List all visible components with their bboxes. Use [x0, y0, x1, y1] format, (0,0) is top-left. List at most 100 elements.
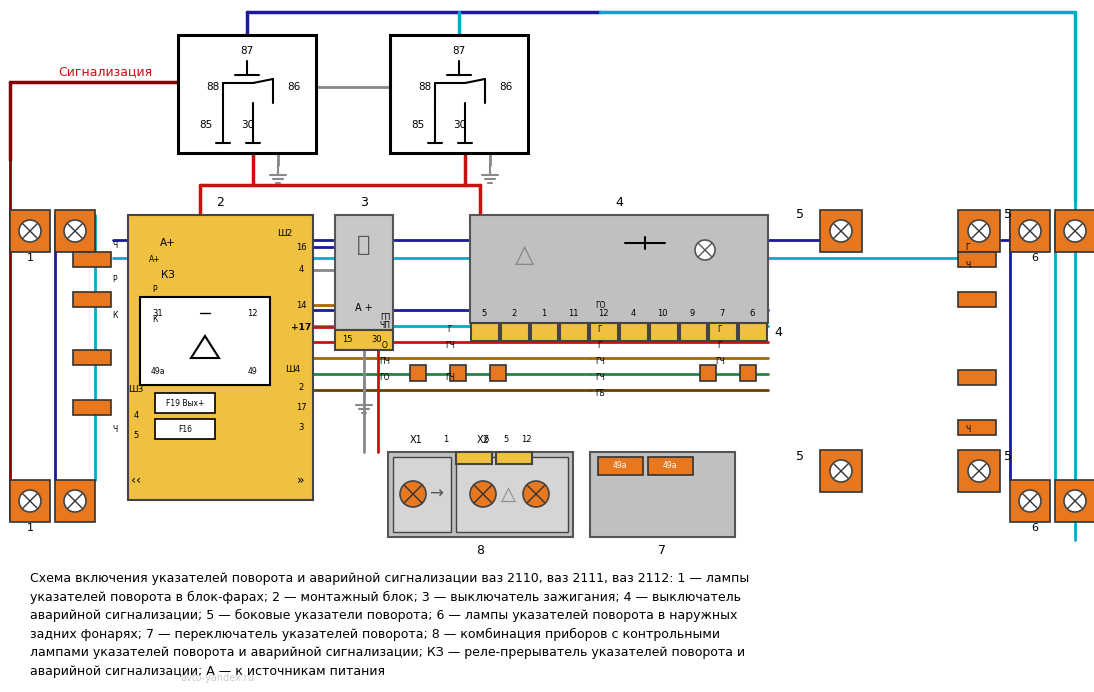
Text: ЧП: ЧП: [380, 322, 391, 331]
Text: 30: 30: [372, 336, 382, 345]
Bar: [389, 35, 528, 153]
Text: Р: Р: [113, 275, 117, 284]
Circle shape: [19, 490, 40, 512]
Text: А+: А+: [149, 255, 161, 264]
Circle shape: [1019, 220, 1041, 242]
Text: 16: 16: [295, 242, 306, 251]
Text: 49а: 49а: [613, 462, 627, 471]
Bar: [73, 400, 110, 415]
Circle shape: [400, 481, 426, 507]
Text: 31: 31: [153, 309, 163, 318]
Text: Г: Г: [447, 325, 452, 334]
Bar: [496, 452, 532, 464]
Text: ⚿: ⚿: [358, 235, 371, 255]
Text: →: →: [429, 485, 443, 503]
Circle shape: [830, 460, 852, 482]
Bar: [650, 323, 677, 341]
Text: 49а: 49а: [663, 462, 677, 471]
Bar: [470, 215, 768, 323]
Bar: [958, 292, 996, 307]
Circle shape: [968, 460, 990, 482]
Text: 3: 3: [360, 197, 368, 210]
Circle shape: [1064, 220, 1086, 242]
Text: +17: +17: [291, 322, 311, 331]
Circle shape: [695, 240, 715, 260]
Text: F19 Вых+: F19 Вых+: [166, 399, 205, 408]
Bar: [501, 323, 528, 341]
Text: 17: 17: [295, 403, 306, 412]
Text: ГО: ГО: [595, 300, 605, 309]
Text: 85: 85: [411, 120, 424, 130]
Text: »: »: [298, 473, 305, 486]
Bar: [679, 323, 708, 341]
Text: 2: 2: [216, 197, 224, 210]
Bar: [55, 210, 95, 252]
Text: 5: 5: [796, 208, 804, 221]
Text: X1: X1: [409, 435, 422, 445]
Circle shape: [65, 490, 86, 512]
Text: avto-yandex.ru: avto-yandex.ru: [181, 673, 254, 683]
Text: 5: 5: [481, 309, 487, 318]
Circle shape: [968, 220, 990, 242]
Text: 49: 49: [247, 367, 257, 376]
Text: 6: 6: [484, 435, 489, 444]
Text: 9: 9: [690, 309, 695, 318]
Text: 12: 12: [598, 309, 608, 318]
Bar: [958, 420, 996, 435]
Text: 6: 6: [749, 309, 755, 318]
Bar: [140, 297, 270, 385]
Text: К: К: [113, 311, 118, 320]
Bar: [590, 323, 618, 341]
Bar: [1010, 210, 1050, 252]
Circle shape: [523, 481, 549, 507]
Text: 85: 85: [199, 120, 212, 130]
Circle shape: [1064, 490, 1086, 512]
Text: 4: 4: [630, 309, 636, 318]
Text: 1: 1: [26, 253, 34, 263]
Text: Г: Г: [597, 325, 603, 334]
Text: △: △: [500, 484, 515, 504]
Bar: [958, 210, 1000, 252]
Text: 4: 4: [299, 266, 304, 275]
Bar: [10, 210, 50, 252]
Text: ПЧ: ПЧ: [380, 358, 391, 367]
Bar: [531, 323, 558, 341]
Text: 8: 8: [476, 545, 484, 558]
Bar: [740, 323, 767, 341]
Bar: [490, 365, 507, 381]
Bar: [820, 450, 862, 492]
Bar: [450, 365, 466, 381]
Text: Р: Р: [153, 286, 158, 295]
Text: 5: 5: [1004, 208, 1012, 221]
Text: 5: 5: [133, 430, 139, 439]
Text: 12: 12: [247, 309, 257, 318]
Circle shape: [830, 220, 852, 242]
Circle shape: [470, 481, 496, 507]
Bar: [709, 323, 737, 341]
Circle shape: [65, 220, 86, 242]
Text: 86: 86: [288, 82, 301, 92]
Bar: [958, 252, 996, 267]
Text: ГБ: ГБ: [595, 390, 605, 399]
Text: ‹‹: ‹‹: [131, 473, 141, 486]
Bar: [1055, 210, 1094, 252]
Text: 30: 30: [242, 120, 255, 130]
Text: 7: 7: [657, 545, 666, 558]
Text: Ш2: Ш2: [278, 228, 292, 237]
Text: 49а: 49а: [151, 367, 165, 376]
Text: ГЧ: ГЧ: [445, 341, 455, 351]
Text: Ш3: Ш3: [128, 385, 143, 394]
Bar: [155, 419, 216, 439]
Text: 7: 7: [720, 309, 725, 318]
Text: 1: 1: [540, 309, 546, 318]
Bar: [1055, 480, 1094, 522]
Bar: [73, 350, 110, 365]
Text: Схема включения указателей поворота и аварийной сигнализации ваз 2110, ваз 2111,: Схема включения указателей поворота и ав…: [30, 572, 749, 678]
Text: 2: 2: [511, 309, 516, 318]
Bar: [10, 480, 50, 522]
Text: Г: Г: [597, 341, 603, 351]
Bar: [55, 480, 95, 522]
Bar: [472, 323, 499, 341]
Text: 4: 4: [133, 410, 139, 419]
Text: 3: 3: [299, 423, 304, 432]
